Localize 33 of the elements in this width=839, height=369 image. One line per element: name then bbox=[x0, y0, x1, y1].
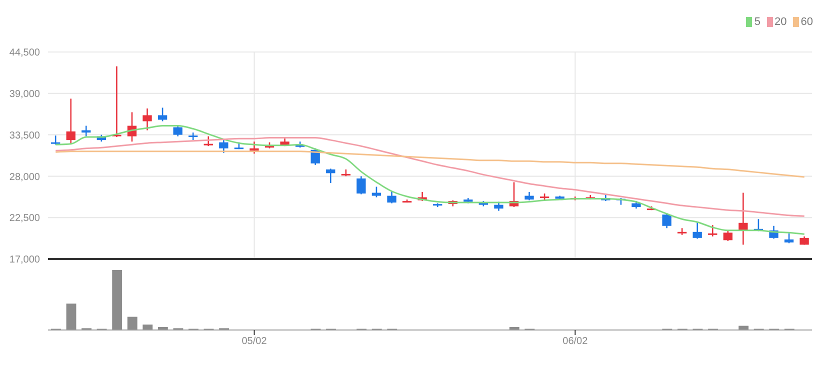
y-tick-label: 17,000 bbox=[9, 254, 40, 266]
y-tick-label: 33,500 bbox=[9, 130, 40, 142]
candlestick bbox=[219, 139, 228, 154]
candlestick bbox=[173, 124, 182, 137]
legend-label: 5 bbox=[753, 16, 760, 28]
bar bbox=[112, 270, 122, 330]
candlestick bbox=[204, 136, 213, 147]
y-tick-label: 44,500 bbox=[9, 48, 40, 59]
candlestick bbox=[723, 230, 732, 242]
candlestick bbox=[692, 221, 702, 240]
candlestick bbox=[326, 168, 336, 184]
line-series bbox=[54, 137, 806, 217]
candlestick bbox=[188, 132, 198, 141]
candlestick bbox=[142, 108, 152, 131]
y-tick-label: 22,500 bbox=[9, 213, 40, 224]
candlestick bbox=[158, 107, 168, 122]
candlestick bbox=[372, 186, 382, 198]
candlestick bbox=[784, 232, 794, 244]
x-tick-label: 05/02 bbox=[242, 336, 268, 348]
x-tick-label: 06/02 bbox=[562, 336, 588, 348]
bar bbox=[142, 324, 153, 330]
legend-label: 60 bbox=[800, 16, 813, 28]
bar bbox=[66, 304, 76, 330]
candlestick bbox=[387, 190, 396, 204]
candlestick bbox=[708, 224, 718, 238]
y-tick-label: 28,000 bbox=[9, 172, 40, 183]
candlestick bbox=[356, 176, 366, 195]
candlestick bbox=[51, 134, 60, 146]
y-tick-label: 39,000 bbox=[9, 88, 40, 100]
candlestick bbox=[250, 140, 259, 154]
legend-label: 20 bbox=[774, 16, 787, 28]
candlestick bbox=[66, 98, 76, 144]
bar bbox=[127, 316, 138, 330]
